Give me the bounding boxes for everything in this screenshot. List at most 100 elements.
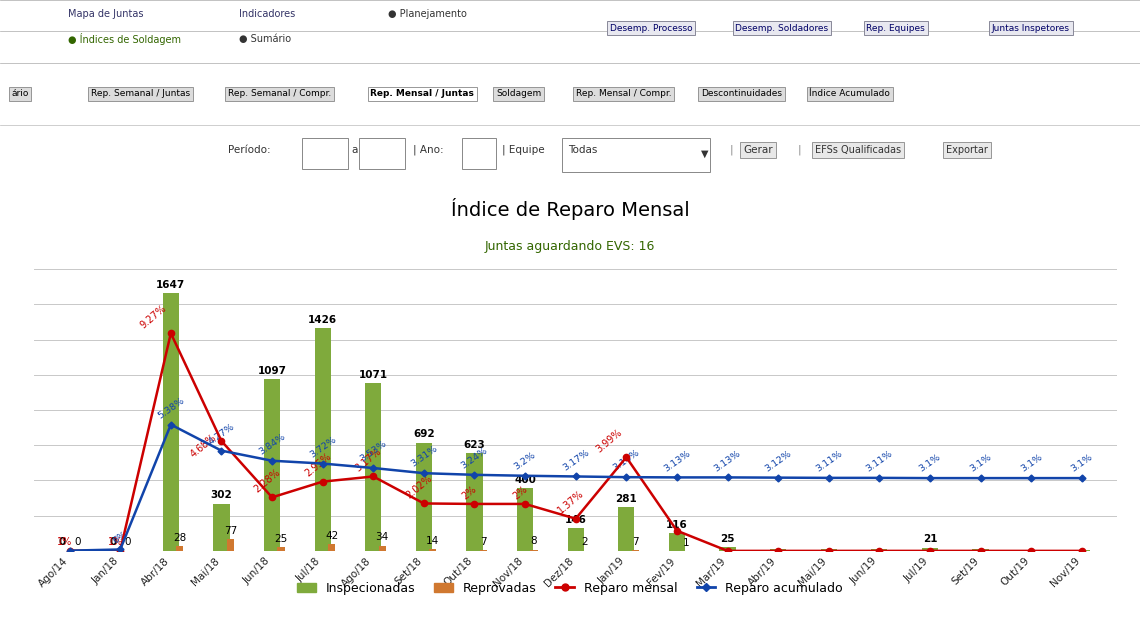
Text: 3.99%: 3.99% <box>594 427 624 454</box>
Text: | Ano:: | Ano: <box>413 145 443 155</box>
Text: ário: ário <box>11 90 28 98</box>
Text: 400: 400 <box>514 475 536 485</box>
Text: 623: 623 <box>464 440 486 450</box>
Bar <box>669 533 685 551</box>
Text: EFSs Qualificadas: EFSs Qualificadas <box>815 145 902 155</box>
Text: 5.38%: 5.38% <box>156 396 186 421</box>
Text: Desemp. Soldadores: Desemp. Soldadores <box>735 24 829 33</box>
Text: 3.17%: 3.17% <box>353 446 383 474</box>
Text: 4.68%: 4.68% <box>189 433 219 459</box>
Text: Soldagem: Soldagem <box>496 90 542 98</box>
Text: Rep. Semanal / Compr.: Rep. Semanal / Compr. <box>228 90 332 98</box>
Text: 692: 692 <box>413 429 434 439</box>
Text: 25: 25 <box>275 534 287 544</box>
Text: Descontinuidades: Descontinuidades <box>701 90 782 98</box>
Text: |: | <box>798 145 801 155</box>
Bar <box>618 507 634 551</box>
Text: Período:: Período: <box>228 145 270 155</box>
Text: 0: 0 <box>74 537 81 547</box>
Text: 2.02%: 2.02% <box>404 473 434 501</box>
Text: 3.11%: 3.11% <box>864 449 894 474</box>
Text: 0: 0 <box>124 537 131 547</box>
Text: Desemp. Processo: Desemp. Processo <box>610 24 692 33</box>
Bar <box>328 544 335 551</box>
Text: ● Planejamento: ● Planejamento <box>388 9 466 19</box>
Bar <box>480 550 487 551</box>
Text: 3.72%: 3.72% <box>308 434 337 459</box>
Text: 2.28%: 2.28% <box>252 467 282 495</box>
Text: Exportar: Exportar <box>946 145 988 155</box>
Bar <box>365 383 382 551</box>
Text: 3.1%: 3.1% <box>968 453 993 474</box>
Text: 1097: 1097 <box>258 366 286 376</box>
Text: 7: 7 <box>480 536 487 546</box>
Text: 14: 14 <box>426 536 439 546</box>
Text: 28: 28 <box>173 533 186 543</box>
Bar <box>1074 550 1090 551</box>
Bar <box>518 488 534 551</box>
Text: 2: 2 <box>581 538 588 547</box>
Bar <box>176 546 184 551</box>
Text: ▼: ▼ <box>701 148 709 158</box>
Text: 1: 1 <box>683 538 690 548</box>
Text: 3.13%: 3.13% <box>712 448 742 473</box>
Text: a: a <box>351 145 358 155</box>
Text: 3.53%: 3.53% <box>358 439 389 464</box>
Bar <box>632 550 638 551</box>
Text: 1.37%: 1.37% <box>555 488 586 516</box>
Bar <box>213 503 229 551</box>
Legend: Inspecionadas, Reprovadas, Reparo mensal, Reparo acumulado: Inspecionadas, Reprovadas, Reparo mensal… <box>292 577 848 600</box>
Text: 302: 302 <box>211 491 233 501</box>
Bar <box>719 547 735 551</box>
Text: Mapa de Juntas: Mapa de Juntas <box>68 9 144 19</box>
Text: 6%: 6% <box>112 529 129 545</box>
Text: | Equipe: | Equipe <box>502 145 544 155</box>
Text: Gerar: Gerar <box>743 145 773 155</box>
Text: 1%: 1% <box>107 537 123 547</box>
Text: 3.12%: 3.12% <box>763 449 793 473</box>
Text: 1647: 1647 <box>156 280 186 290</box>
Bar <box>315 328 331 551</box>
Bar <box>530 550 538 551</box>
Text: 3.1%: 3.1% <box>918 453 943 474</box>
Text: 2%: 2% <box>461 483 479 501</box>
Text: 0: 0 <box>58 537 66 547</box>
Text: 3.24%: 3.24% <box>459 446 489 471</box>
Text: 8: 8 <box>531 536 537 546</box>
Bar <box>1023 550 1040 551</box>
Bar <box>922 548 938 551</box>
Text: 2.95%: 2.95% <box>302 451 333 479</box>
Text: 3.17%: 3.17% <box>561 448 591 472</box>
Text: 42: 42 <box>325 531 339 541</box>
FancyBboxPatch shape <box>302 138 348 169</box>
Text: Juntas aguardando EVS: 16: Juntas aguardando EVS: 16 <box>484 240 656 253</box>
Text: 25: 25 <box>720 534 735 544</box>
Bar <box>466 453 482 551</box>
Bar <box>378 546 385 551</box>
Bar <box>277 547 285 551</box>
Text: |: | <box>730 145 733 155</box>
FancyBboxPatch shape <box>462 138 496 169</box>
Text: Rep. Mensal / Juntas: Rep. Mensal / Juntas <box>370 90 474 98</box>
Bar <box>821 549 837 551</box>
FancyBboxPatch shape <box>562 138 710 172</box>
Text: ● Índices de Soldagem: ● Índices de Soldagem <box>68 33 181 45</box>
Text: Rep. Equipes: Rep. Equipes <box>866 24 926 33</box>
Text: 1426: 1426 <box>308 315 337 324</box>
FancyBboxPatch shape <box>359 138 405 169</box>
Text: 77: 77 <box>223 526 237 536</box>
Text: Índice Acumulado: Índice Acumulado <box>809 90 890 98</box>
Bar <box>163 293 179 551</box>
Text: 1%: 1% <box>57 537 72 547</box>
Bar <box>429 548 437 551</box>
Text: 21: 21 <box>922 535 937 545</box>
Text: 2%: 2% <box>511 483 529 501</box>
Text: 7: 7 <box>632 536 638 546</box>
Text: 116: 116 <box>666 520 687 530</box>
Text: 3.11%: 3.11% <box>814 449 844 474</box>
Bar <box>227 539 234 551</box>
Text: Rep. Semanal / Juntas: Rep. Semanal / Juntas <box>91 90 190 98</box>
Text: 281: 281 <box>616 494 637 504</box>
Text: 3.13%: 3.13% <box>662 448 692 473</box>
Text: 3.84%: 3.84% <box>258 432 287 456</box>
